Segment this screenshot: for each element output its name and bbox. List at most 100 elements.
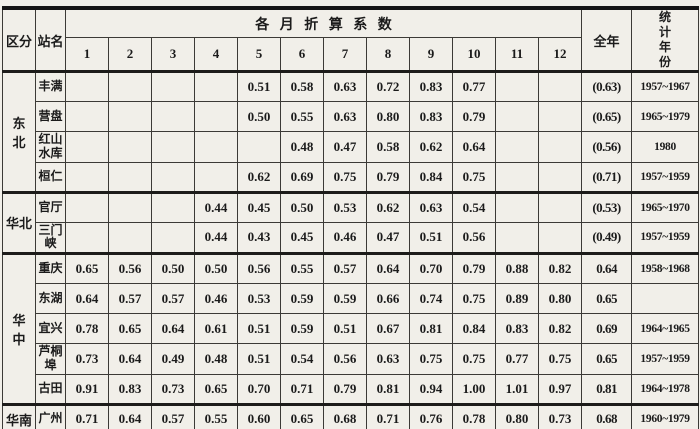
month-value: 0.81 — [366, 373, 410, 405]
month-value: 0.66 — [366, 283, 410, 315]
month-value: 0.47 — [366, 221, 410, 255]
month-value: 0.68 — [323, 402, 367, 429]
month-value: 0.56 — [237, 252, 281, 285]
month-value — [151, 221, 195, 255]
region-char: 中 — [12, 331, 26, 347]
month-value: 0.65 — [65, 252, 109, 285]
month-value — [108, 131, 152, 163]
stat-years-value: 1964~1965 — [631, 313, 700, 345]
month-value: 0.47 — [323, 131, 367, 163]
month-value: 0.57 — [323, 252, 367, 285]
month-value: 0.54 — [280, 343, 324, 375]
month-value — [65, 131, 109, 163]
month-value — [65, 190, 109, 223]
month-col-header: 4 — [194, 37, 238, 72]
table-row: 古田 0.91 0.83 0.73 0.65 0.70 0.71 0.79 0.81 0.94 1.… — [3, 373, 700, 405]
month-value: 0.67 — [366, 313, 410, 345]
month-value: 0.64 — [108, 402, 152, 429]
annual-value: (0.71) — [581, 161, 633, 193]
month-value: 0.59 — [280, 283, 324, 315]
month-value — [194, 70, 238, 102]
month-value: 0.64 — [366, 252, 410, 285]
stat-years-value: 1957~1959 — [631, 161, 700, 193]
stat-years-value: 1960~1979 — [631, 402, 700, 429]
month-value — [108, 221, 152, 255]
month-value: 0.55 — [280, 252, 324, 285]
header-title-row: 区分 站名 各月折算系数 全年 统计年份 — [2, 7, 700, 72]
month-value — [537, 101, 583, 132]
station-name: 官厅 — [35, 190, 66, 223]
month-value: 0.83 — [409, 101, 453, 132]
month-value: 0.59 — [280, 313, 324, 345]
month-value: 0.91 — [65, 373, 109, 405]
month-col-header: 2 — [108, 37, 152, 72]
station-name: 重庆 — [35, 252, 66, 285]
header-station: 站名 — [35, 7, 66, 72]
station-name: 三门峡 — [35, 221, 66, 255]
header-stat-years: 统计年份 — [631, 7, 700, 72]
month-col-header: 5 — [237, 37, 281, 72]
annual-value: (0.49) — [581, 221, 633, 255]
month-value: 0.64 — [65, 283, 109, 315]
month-value: 0.81 — [409, 313, 453, 345]
month-value: 0.78 — [65, 313, 109, 345]
table-row: 营盘 0.50 0.55 0.63 0.80 0.83 0.79 (0.65) 1965~197… — [3, 101, 700, 132]
month-value — [495, 70, 539, 102]
month-value: 1.01 — [495, 373, 539, 405]
month-value: 0.50 — [280, 190, 324, 223]
month-value: 0.44 — [194, 190, 238, 223]
month-value: 0.74 — [409, 283, 453, 315]
month-value: 0.65 — [108, 313, 152, 345]
month-value: 0.83 — [495, 313, 539, 345]
annual-value: 0.69 — [581, 313, 633, 345]
month-value: 0.57 — [108, 283, 152, 315]
stat-years-vertical-label: 统计年份 — [659, 10, 672, 69]
month-value: 0.46 — [194, 283, 238, 315]
month-value: 0.83 — [409, 70, 453, 102]
month-value: 0.83 — [108, 373, 152, 405]
month-value — [537, 161, 583, 193]
annual-value: 0.65 — [581, 343, 633, 375]
table-row: 宜兴 0.78 0.65 0.64 0.61 0.51 0.59 0.51 0.67 0.81 0.… — [3, 313, 700, 345]
annual-value: (0.65) — [581, 101, 633, 132]
station-name: 东湖 — [35, 283, 66, 315]
month-value: 0.97 — [537, 373, 583, 405]
month-value: 0.55 — [280, 101, 324, 132]
month-value — [194, 161, 238, 193]
month-value: 0.56 — [452, 221, 496, 255]
month-value: 0.53 — [323, 190, 367, 223]
station-name: 广州 — [35, 402, 66, 429]
annual-value: 0.65 — [581, 283, 633, 315]
month-value: 0.80 — [495, 402, 539, 429]
month-value — [65, 221, 109, 255]
station-name: 古田 — [35, 373, 66, 405]
month-value: 0.78 — [452, 402, 496, 429]
month-value: 0.77 — [452, 70, 496, 102]
month-value: 0.71 — [280, 373, 324, 405]
region-stacked-label: 东北 — [4, 113, 35, 151]
header-region: 区分 — [2, 7, 36, 72]
stat-years-value: 1957~1959 — [631, 343, 700, 375]
table-body: 东北丰满 0.51 0.58 0.63 0.72 0.83 0.77 (0.63) 1957~1… — [2, 70, 700, 429]
table-row: 华中重庆 0.65 0.56 0.50 0.50 0.56 0.55 0.57 0.64 0.70… — [2, 252, 700, 405]
month-value: 0.84 — [452, 313, 496, 345]
month-value: 0.65 — [280, 402, 324, 429]
month-value: 0.48 — [194, 343, 238, 375]
table-header: 区分 站名 各月折算系数 全年 统计年份 1 2 3 4 5 6 7 8 9 1… — [2, 7, 700, 72]
stat-years-value: 1965~1970 — [631, 190, 700, 223]
annual-value: (0.63) — [581, 70, 633, 102]
month-value: 0.57 — [151, 402, 195, 429]
month-value — [108, 70, 152, 102]
month-value: 0.73 — [151, 373, 195, 405]
month-value: 0.64 — [452, 131, 496, 163]
month-value: 0.73 — [537, 402, 583, 429]
month-value: 0.80 — [366, 101, 410, 132]
month-value: 0.51 — [237, 343, 281, 375]
month-value: 0.44 — [194, 221, 238, 255]
month-value — [537, 70, 583, 102]
month-col-header: 10 — [452, 37, 496, 72]
table-row: 红山水库 0.48 0.47 0.58 0.62 0.64 (0.56) 1980 — [3, 131, 700, 163]
stat-years-value: 1965~1979 — [631, 101, 700, 132]
region-cell: 东北 — [2, 70, 36, 193]
month-col-header: 9 — [409, 37, 453, 72]
